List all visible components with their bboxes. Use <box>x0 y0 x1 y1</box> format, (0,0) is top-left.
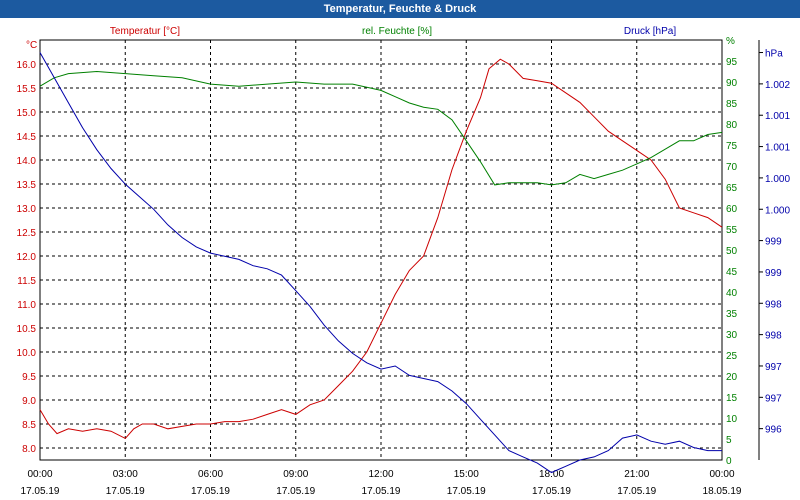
humidity-tick-label: 90 <box>726 78 738 89</box>
x-date-label: 17.05.19 <box>276 486 315 497</box>
temperature-tick-label: 8.5 <box>22 420 36 431</box>
x-time-label: 12:00 <box>368 469 393 480</box>
pressure-tick-label: 997 <box>765 393 782 404</box>
x-time-label: 21:00 <box>624 469 649 480</box>
series-line-pressure <box>39 52 722 474</box>
temperature-tick-label: 9.0 <box>22 396 36 407</box>
temperature-tick-label: 8.0 <box>22 444 36 455</box>
humidity-tick-label: 10 <box>726 414 738 425</box>
pressure-tick-label: 1.001 <box>765 143 790 154</box>
humidity-axis-title: rel. Feuchte [%] <box>362 26 432 37</box>
humidity-tick-label: 55 <box>726 225 738 236</box>
pressure-tick-label: 1.001 <box>765 111 790 122</box>
temperature-tick-label: 14.0 <box>17 156 37 167</box>
pressure-tick-label: 1.000 <box>765 205 790 216</box>
pressure-tick-label: 999 <box>765 268 782 279</box>
humidity-tick-label: 70 <box>726 162 738 173</box>
humidity-tick-label: 50 <box>726 246 738 257</box>
humidity-tick-label: 60 <box>726 204 738 215</box>
x-date-label: 17.05.19 <box>106 486 145 497</box>
x-date-label: 17.05.19 <box>532 486 571 497</box>
pressure-tick-label: 997 <box>765 362 782 373</box>
humidity-tick-label: % <box>726 36 735 47</box>
temperature-tick-label: 11.0 <box>17 300 36 311</box>
pressure-tick-label: 999 <box>765 237 782 248</box>
x-date-label: 17.05.19 <box>191 486 230 497</box>
temperature-tick-label: 12.5 <box>17 228 37 239</box>
temperature-tick-label: 10.0 <box>17 348 37 359</box>
temperature-tick-label: 10.5 <box>17 324 37 335</box>
pressure-tick-label: hPa <box>765 49 783 60</box>
temperature-tick-label: 11.5 <box>17 276 36 287</box>
temperature-tick-label: 12.0 <box>17 252 37 263</box>
temperature-tick-label: 14.5 <box>17 132 37 143</box>
x-time-label: 00:00 <box>709 469 734 480</box>
temperature-tick-label: 13.0 <box>17 204 37 215</box>
pressure-axis-title: Druck [hPa] <box>624 26 676 37</box>
series-line-humidity <box>39 70 723 186</box>
x-date-label: 17.05.19 <box>362 486 401 497</box>
humidity-tick-label: 45 <box>726 267 738 278</box>
temperature-tick-label: 16.0 <box>17 60 37 71</box>
series-line-temperature <box>39 58 723 440</box>
pressure-tick-label: 998 <box>765 299 782 310</box>
humidity-tick-label: 40 <box>726 288 738 299</box>
humidity-tick-label: 15 <box>726 393 738 404</box>
x-time-label: 06:00 <box>198 469 223 480</box>
temperature-tick-label: 15.5 <box>17 84 37 95</box>
humidity-tick-label: 65 <box>726 183 738 194</box>
temperature-unit-label: °C <box>26 40 37 51</box>
humidity-tick-label: 5 <box>726 435 732 446</box>
humidity-tick-label: 35 <box>726 309 738 320</box>
pressure-tick-label: 996 <box>765 425 782 436</box>
x-date-label: 18.05.19 <box>703 486 742 497</box>
humidity-tick-label: 20 <box>726 372 738 383</box>
x-time-label: 18:00 <box>539 469 564 480</box>
temperature-tick-label: 9.5 <box>22 372 36 383</box>
pressure-tick-label: 1.000 <box>765 174 790 185</box>
humidity-tick-label: 75 <box>726 141 738 152</box>
x-time-label: 09:00 <box>283 469 308 480</box>
pressure-tick-label: 998 <box>765 331 782 342</box>
temperature-axis-title: Temperatur [°C] <box>110 26 180 37</box>
humidity-tick-label: 95 <box>726 57 738 68</box>
humidity-tick-label: 30 <box>726 330 738 341</box>
x-time-label: 00:00 <box>27 469 52 480</box>
pressure-tick-label: 1.002 <box>765 80 790 91</box>
x-date-label: 17.05.19 <box>447 486 486 497</box>
humidity-tick-label: 0 <box>726 456 732 467</box>
x-date-label: 17.05.19 <box>617 486 656 497</box>
x-date-label: 17.05.19 <box>21 486 60 497</box>
x-time-label: 15:00 <box>454 469 479 480</box>
x-time-label: 03:00 <box>113 469 138 480</box>
humidity-tick-label: 80 <box>726 120 738 131</box>
temperature-tick-label: 15.0 <box>17 108 37 119</box>
humidity-tick-label: 25 <box>726 351 738 362</box>
chart-title: Temperatur, Feuchte & Druck <box>0 0 800 18</box>
humidity-tick-label: 85 <box>726 99 738 110</box>
temperature-tick-label: 13.5 <box>17 180 37 191</box>
